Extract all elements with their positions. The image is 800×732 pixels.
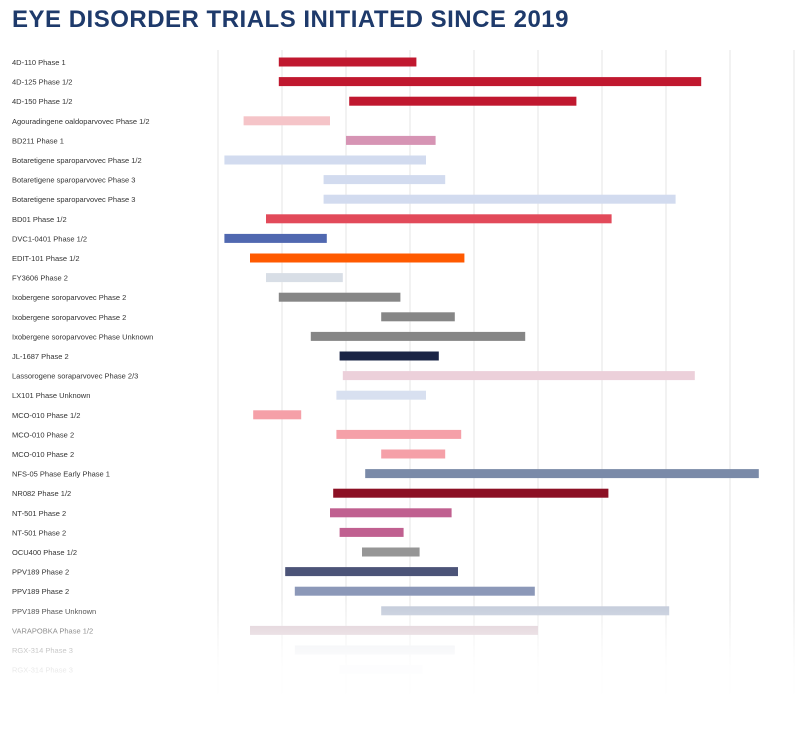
row-label: DVC1-0401 Phase 1/2 — [12, 234, 87, 243]
row-label: Botaretigene sparoparvovec Phase 1/2 — [12, 156, 142, 165]
row-label: NFS-05 Phase Early Phase 1 — [12, 470, 110, 479]
row-label: Ixobergene soroparvovec Phase 2 — [12, 293, 126, 302]
trial-bar — [278, 57, 417, 67]
trial-bar — [278, 292, 401, 302]
trial-bar — [339, 351, 439, 361]
trial-bar — [250, 253, 465, 263]
trial-bar — [346, 135, 436, 145]
timeline-bars — [224, 57, 759, 675]
row-label: 4D-125 Phase 1/2 — [12, 78, 72, 87]
trial-bar — [224, 155, 426, 165]
trial-bar — [285, 567, 458, 577]
trial-bar — [381, 449, 446, 459]
trial-bar — [362, 547, 420, 557]
trial-bar — [253, 410, 302, 420]
row-label: MCO-010 Phase 1/2 — [12, 411, 80, 420]
row-label: OCU400 Phase 1/2 — [12, 548, 77, 557]
row-labels: 4D-110 Phase 1 4D-125 Phase 1/2 4D-150 Pha… — [12, 58, 153, 675]
row-label: 4D-110 Phase 1 — [12, 58, 66, 67]
row-label: NT-501 Phase 2 — [12, 509, 66, 518]
row-label: Botaretigene sparoparvovec Phase 3 — [12, 176, 135, 185]
trial-bar — [342, 371, 695, 381]
row-label: JL-1687 Phase 2 — [12, 352, 69, 361]
trial-bar — [294, 586, 535, 596]
trial-bar — [339, 665, 423, 675]
row-label: VARAPOBKA Phase 1/2 — [12, 626, 93, 635]
row-label: LX101 Phase Unknown — [12, 391, 90, 400]
trial-bar — [339, 527, 404, 537]
row-label: Lassorogene soraparvovec Phase 2/3 — [12, 372, 138, 381]
trial-bar — [349, 96, 577, 106]
row-label: 4D-150 Phase 1/2 — [12, 97, 72, 106]
trial-bar — [224, 233, 327, 243]
trial-bar — [323, 175, 446, 185]
row-label: PPV189 Phase Unknown — [12, 607, 96, 616]
trial-bar — [266, 273, 343, 283]
trial-bar — [243, 116, 330, 126]
row-label: EDIT-101 Phase 1/2 — [12, 254, 80, 263]
row-label: Agouradingene oaldoparvovec Phase 1/2 — [12, 117, 150, 126]
trial-bar — [381, 312, 455, 322]
trial-bar — [365, 469, 759, 479]
row-label: Ixobergene soroparvovec Phase Unknown — [12, 332, 153, 341]
trial-bar — [330, 508, 452, 518]
row-label: NR082 Phase 1/2 — [12, 489, 71, 498]
trial-bar — [266, 214, 612, 224]
trial-bar — [336, 390, 426, 400]
row-label: PPV189 Phase 2 — [12, 568, 69, 577]
row-label: NT-501 Phase 2 — [12, 528, 66, 537]
trial-bar — [310, 331, 526, 341]
row-label: Ixobergene soroparvovec Phase 2 — [12, 313, 126, 322]
row-label: MCO-010 Phase 2 — [12, 430, 74, 439]
chart-title: EYE DISORDER TRIALS INITIATED SINCE 2019 — [12, 6, 569, 33]
row-label: BD01 Phase 1/2 — [12, 215, 67, 224]
trial-bar — [250, 625, 538, 635]
row-label: FY3606 Phase 2 — [12, 274, 68, 283]
row-label: RGX-314 Phase 3 — [12, 666, 73, 675]
row-label: MCO-010 Phase 2 — [12, 450, 74, 459]
row-label: BD211 Phase 1 — [12, 136, 64, 145]
trial-bar — [323, 194, 676, 204]
row-label: RGX-314 Phase 3 — [12, 646, 73, 655]
row-label: Botaretigene sparoparvovec Phase 3 — [12, 195, 135, 204]
trial-bar — [333, 488, 609, 498]
row-label: PPV189 Phase 2 — [12, 587, 69, 596]
trial-bar — [278, 77, 702, 87]
trial-bar — [294, 645, 455, 655]
trial-bar — [336, 429, 462, 439]
trial-bar — [381, 606, 670, 616]
